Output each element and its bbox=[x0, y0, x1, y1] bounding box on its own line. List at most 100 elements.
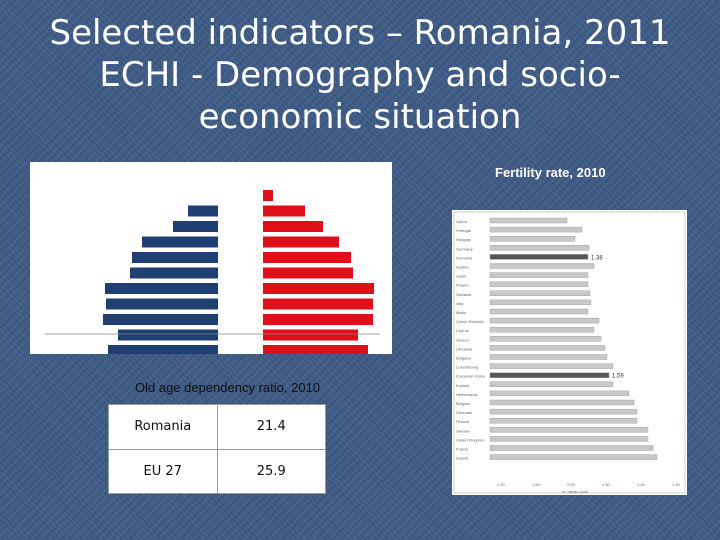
pyramid-bar-left bbox=[105, 283, 218, 294]
population-pyramid-svg bbox=[45, 190, 380, 354]
fertility-bar bbox=[489, 354, 608, 360]
fertility-bar bbox=[489, 408, 638, 415]
fertility-frame bbox=[453, 211, 686, 494]
pyramid-bar-left bbox=[130, 267, 218, 279]
table-cell-value: 21.4 bbox=[216, 404, 326, 450]
old-age-dependency-title: Old age dependency ratio, 2010 bbox=[135, 380, 321, 395]
pyramid-bar-left bbox=[103, 314, 218, 325]
fertility-bar bbox=[489, 336, 602, 342]
fertility-bar bbox=[489, 263, 595, 269]
slide-title: Selected indicators – Romania, 2011 ECHI… bbox=[40, 12, 680, 138]
fertility-bar bbox=[489, 345, 606, 351]
fertility-bar bbox=[489, 236, 576, 242]
fertility-bar bbox=[489, 272, 589, 278]
fertility-bar bbox=[489, 254, 589, 260]
fertility-country-label: Czech Republic bbox=[456, 319, 484, 324]
fertility-bar bbox=[489, 245, 590, 251]
fertility-rate-chart: Latvia Portugal Hungary Germany Romania 1.38 A… bbox=[452, 210, 687, 495]
pyramid-bar-left bbox=[188, 205, 218, 217]
pyramid-bar-right bbox=[263, 298, 373, 310]
fertility-bar bbox=[489, 308, 589, 315]
pyramid-bar-left bbox=[106, 298, 218, 310]
fertility-country-label: Netherlands bbox=[456, 392, 478, 397]
fertility-country-label: Germany bbox=[456, 246, 472, 251]
pyramid-bar-right bbox=[263, 283, 374, 294]
fertility-country-label: Estonia bbox=[456, 383, 470, 388]
fertility-tick-label: 1.50 bbox=[532, 482, 541, 487]
fertility-rate-svg: Latvia Portugal Hungary Germany Romania 1.38 A… bbox=[453, 211, 686, 494]
fertility-country-label: Slovakia bbox=[456, 292, 472, 297]
fertility-tick-label: 1.00 bbox=[637, 482, 646, 487]
pyramid-bar-right bbox=[263, 236, 339, 248]
fertility-chart-title: Fertility rate, 2010 bbox=[495, 165, 606, 180]
fertility-bar bbox=[489, 217, 568, 224]
table-row: Romania 21.4 bbox=[108, 404, 326, 450]
pyramid-bar-right bbox=[263, 252, 351, 263]
pyramid-bar-left bbox=[132, 252, 218, 263]
title-line-3: economic situation bbox=[198, 97, 522, 137]
fertility-data-label: 1.59 bbox=[612, 374, 624, 380]
fertility-bar bbox=[489, 436, 649, 442]
fertility-country-label: Lithuania bbox=[456, 346, 473, 351]
fertility-bar bbox=[489, 363, 614, 369]
fertility-country-label: Portugal bbox=[456, 228, 471, 233]
fertility-country-label: European Union bbox=[456, 374, 485, 379]
population-pyramid-chart bbox=[30, 162, 392, 354]
fertility-country-label: Finland bbox=[456, 419, 469, 424]
fertility-bar bbox=[489, 417, 638, 424]
title-line-1: Selected indicators – Romania, 2011 bbox=[49, 13, 671, 53]
old-age-dependency-table: Romania 21.4 EU 27 25.9 bbox=[108, 404, 326, 494]
table-cell-value: 25.9 bbox=[216, 448, 326, 494]
fertility-bar bbox=[489, 372, 610, 378]
fertility-country-label: Belgium bbox=[456, 401, 471, 406]
fertility-country-label: France bbox=[456, 447, 469, 452]
fertility-country-label: Malta bbox=[456, 310, 467, 315]
pyramid-bar-left bbox=[142, 236, 218, 248]
pyramid-bar-right bbox=[263, 314, 373, 325]
table-cell-country: Romania bbox=[108, 404, 218, 450]
fertility-bar bbox=[489, 317, 600, 324]
pyramid-bar-right bbox=[263, 329, 358, 341]
fertility-tick-label: 1.00 bbox=[497, 482, 506, 487]
pyramid-bar-right bbox=[263, 221, 323, 232]
pyramid-bar-right bbox=[263, 190, 273, 201]
fertility-bar bbox=[489, 390, 630, 397]
fertility-country-label: Italy bbox=[456, 301, 463, 306]
fertility-tick-label: 1.50 bbox=[672, 482, 681, 487]
fertility-country-label: Luxembourg bbox=[456, 365, 478, 370]
title-line-2: ECHI - Demography and socio- bbox=[99, 55, 621, 95]
fertility-bar bbox=[489, 281, 589, 287]
pyramid-bar-left bbox=[173, 221, 218, 232]
table-row: EU 27 25.9 bbox=[108, 448, 326, 494]
pyramid-bar-right bbox=[263, 267, 353, 279]
fertility-country-label: Latvia bbox=[456, 219, 467, 224]
fertility-country-label: Austria bbox=[456, 265, 469, 270]
pyramid-bar-left bbox=[108, 345, 218, 354]
fertility-country-label: Poland bbox=[456, 283, 468, 288]
fertility-country-label: Romania bbox=[456, 255, 473, 260]
fertility-bar bbox=[489, 399, 635, 406]
table-cell-country: EU 27 bbox=[108, 448, 218, 494]
fertility-bar bbox=[489, 445, 654, 451]
fertility-bar bbox=[489, 427, 649, 433]
fertility-country-label: Sweden bbox=[456, 428, 470, 433]
fertility-country-label: United Kingdom bbox=[456, 437, 485, 442]
fertility-country-label: Greece bbox=[456, 337, 470, 342]
fertility-bar bbox=[489, 326, 595, 333]
fertility-bar bbox=[489, 381, 614, 388]
fertility-bar bbox=[489, 454, 658, 460]
fertility-country-label: Ireland bbox=[456, 456, 468, 461]
fertility-data-label: 1.38 bbox=[591, 255, 603, 261]
fertility-country-label: Cyprus bbox=[456, 328, 469, 333]
pyramid-bar-right bbox=[263, 205, 305, 217]
fertility-tick-label: 2.50 bbox=[602, 482, 611, 487]
fertility-tick-label: 2.00 bbox=[567, 482, 576, 487]
pyramid-bar-left bbox=[118, 329, 218, 341]
fertility-country-label: Spain bbox=[456, 274, 466, 279]
fertility-country-label: Hungary bbox=[456, 237, 471, 242]
fertility-bar bbox=[489, 299, 592, 306]
fertility-bar bbox=[489, 226, 583, 233]
fertility-country-label: Denmark bbox=[456, 410, 472, 415]
fertility-bar bbox=[489, 290, 591, 297]
fertility-country-label: Bulgaria bbox=[456, 356, 471, 361]
